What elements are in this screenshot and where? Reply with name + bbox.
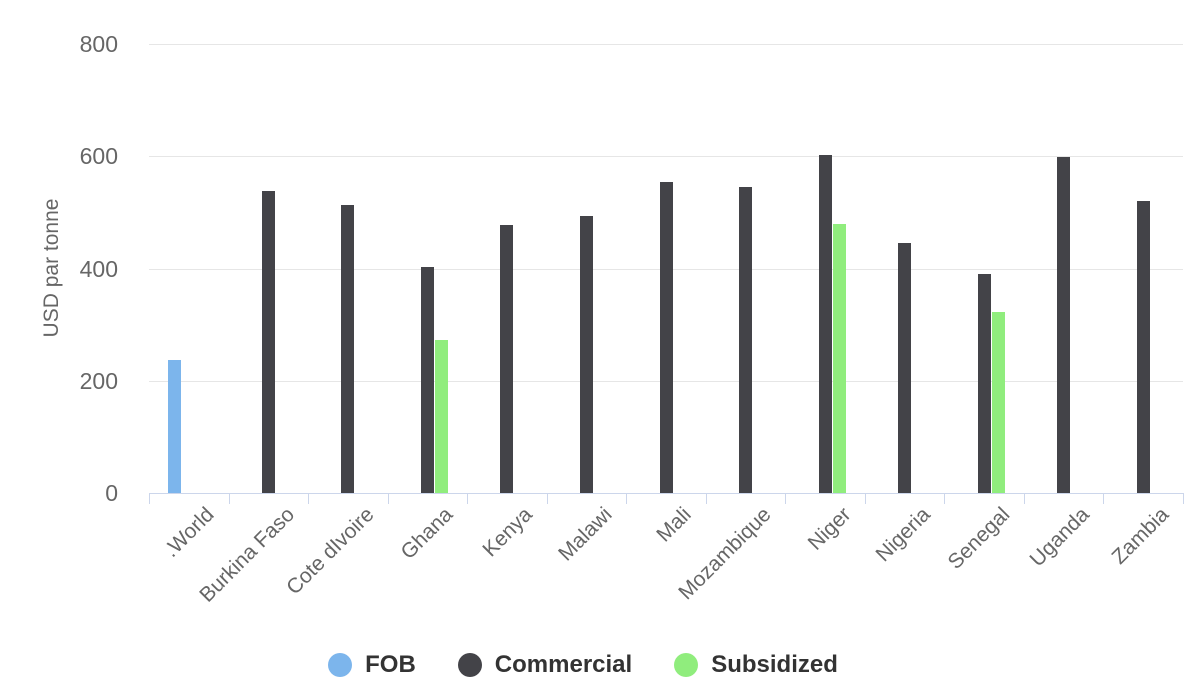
legend-label-commercial: Commercial: [494, 651, 633, 678]
bar-subsidized-senegal[interactable]: [991, 311, 1005, 493]
bar-commercial-niger[interactable]: [818, 154, 832, 493]
x-category-label-malawi: Malawi: [554, 503, 617, 566]
legend-item-commercial[interactable]: Commercial: [457, 651, 633, 679]
x-tick-mark: [149, 493, 150, 504]
gridline-800: [149, 44, 1183, 45]
x-tick-mark: [467, 493, 469, 504]
x-category-label-mali: Mali: [652, 503, 697, 547]
legend-marker-fob-icon: [328, 653, 353, 677]
bar-fob-world[interactable]: [168, 359, 182, 493]
legend-label-subsidized: Subsidized: [711, 651, 838, 678]
legend-label-fob: FOB: [365, 651, 416, 678]
bar-commercial-nigeria[interactable]: [898, 243, 912, 493]
x-category-label-zambia: Zambia: [1107, 503, 1174, 569]
x-category-label-senegal: Senegal: [943, 503, 1015, 574]
gridline-600: [149, 156, 1183, 158]
legend-item-fob[interactable]: FOB: [328, 651, 416, 679]
bar-commercial-burkina-faso[interactable]: [261, 191, 275, 493]
bar-subsidized-niger[interactable]: [832, 223, 846, 493]
legend-marker-commercial-icon: [457, 653, 482, 677]
legend: FOB Commercial Subsidized: [0, 651, 1177, 679]
x-tick-mark: [308, 493, 310, 504]
bar-commercial-senegal[interactable]: [977, 273, 991, 493]
y-tick-label-400: 400: [79, 255, 118, 282]
x-tick-mark: [1103, 493, 1105, 504]
y-tick-label-200: 200: [79, 367, 118, 394]
bar-commercial-uganda[interactable]: [1057, 156, 1071, 493]
x-tick-mark: [626, 493, 628, 504]
x-tick-mark: [785, 493, 787, 504]
x-tick-mark: [864, 493, 866, 504]
x-tick-mark: [1183, 493, 1184, 504]
bar-subsidized-ghana[interactable]: [434, 339, 448, 493]
bar-commercial-malawi[interactable]: [579, 215, 593, 493]
plot-area: [149, 44, 1183, 494]
bar-commercial-mali[interactable]: [659, 181, 673, 493]
x-category-label-world: .World: [160, 503, 220, 562]
x-tick-mark: [387, 493, 389, 504]
y-tick-label-0: 0: [105, 480, 118, 506]
x-category-label-nigeria: Nigeria: [871, 503, 935, 567]
x-tick-mark: [1023, 493, 1025, 504]
x-tick-mark: [228, 493, 230, 504]
x-category-label-kenya: Kenya: [478, 503, 538, 562]
x-category-label-uganda: Uganda: [1025, 503, 1094, 572]
x-tick-mark: [705, 493, 707, 504]
bar-commercial-mozambique[interactable]: [739, 187, 753, 493]
x-tick-mark: [546, 493, 548, 504]
bar-commercial-zambia[interactable]: [1136, 201, 1150, 493]
legend-marker-subsidized-icon: [674, 653, 699, 677]
x-category-label-niger: Niger: [803, 503, 856, 555]
y-tick-label-600: 600: [79, 143, 118, 170]
bar-commercial-ghana[interactable]: [420, 266, 434, 493]
bar-commercial-cote-divoire[interactable]: [341, 205, 355, 493]
x-tick-mark: [944, 493, 946, 504]
legend-item-subsidized[interactable]: Subsidized: [674, 651, 838, 679]
bar-commercial-kenya[interactable]: [500, 225, 514, 493]
y-tick-label-800: 800: [79, 31, 118, 57]
x-category-label-ghana: Ghana: [396, 503, 458, 564]
